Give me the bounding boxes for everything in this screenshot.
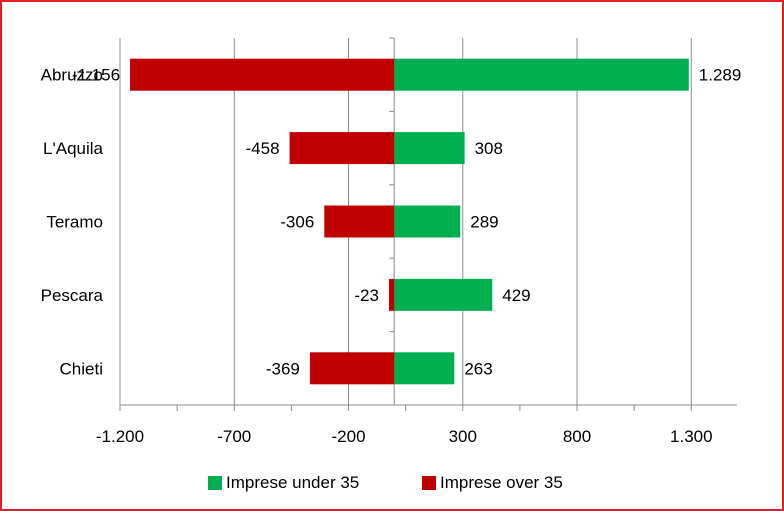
bar-over35 [130, 58, 395, 91]
bar-under35 [394, 132, 465, 165]
x-tick-label: -700 [217, 427, 251, 446]
x-tick-label: 800 [563, 427, 591, 446]
legend-label: Imprese over 35 [440, 473, 563, 492]
bar-over35 [289, 132, 395, 165]
x-tick-label: -200 [332, 427, 366, 446]
bar-layer [130, 58, 689, 385]
data-label: -306 [280, 213, 314, 232]
label-layer: Abruzzo L'Aquila Teramo Pescara Chieti 1.289 3… [41, 66, 742, 379]
bar-over35 [324, 205, 395, 238]
legend: Imprese under 35 Imprese over 35 [208, 473, 563, 492]
data-label: 429 [502, 286, 530, 305]
category-label: Teramo [46, 213, 103, 232]
category-label: Chieti [60, 359, 103, 378]
category-label: L'Aquila [43, 139, 104, 158]
data-label: -1.156 [72, 66, 120, 85]
bar-under35 [394, 278, 493, 311]
x-tick-label: -1.200 [96, 427, 144, 446]
bar-over35 [309, 352, 395, 385]
data-label: -458 [246, 139, 280, 158]
bar-under35 [394, 352, 455, 385]
legend-swatch [422, 476, 436, 490]
x-tick-label: 1.300 [670, 427, 713, 446]
data-label: -369 [266, 359, 300, 378]
category-label: Pescara [41, 286, 104, 305]
category-label: Abruzzo [41, 66, 103, 85]
legend-swatch [208, 476, 222, 490]
data-label: 308 [475, 139, 503, 158]
bar-under35 [394, 58, 689, 91]
legend-label: Imprese under 35 [226, 473, 359, 492]
x-tick-label: 300 [449, 427, 477, 446]
data-label: 1.289 [699, 66, 742, 85]
chart-title-fragment: gg [355, 0, 375, 2]
data-label: 263 [464, 359, 492, 378]
axis-layer: -1.200 -700 -200 300 800 1.300 [96, 37, 737, 446]
data-label: -23 [354, 286, 379, 305]
bar-under35 [394, 205, 461, 238]
data-label: 289 [470, 213, 498, 232]
bar-over35 [388, 278, 395, 311]
